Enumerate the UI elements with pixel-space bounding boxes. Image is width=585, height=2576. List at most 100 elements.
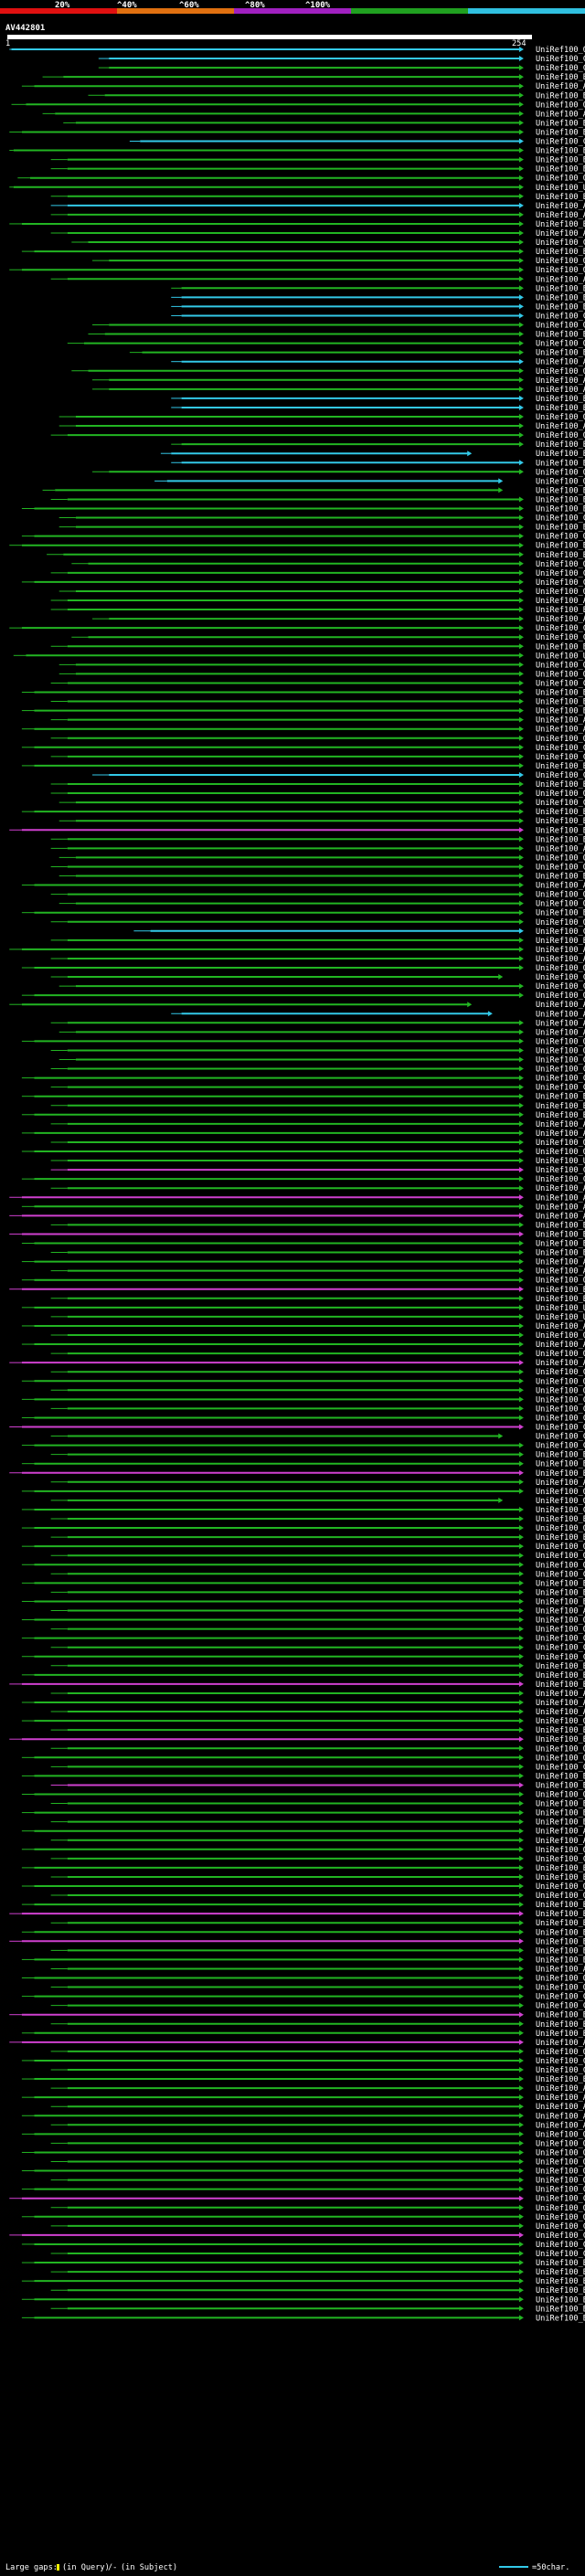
hit-row[interactable]: UniRef100_C5WE99 xyxy=(50,1433,585,1442)
hit-row[interactable]: UniRef100_B9SP83 xyxy=(21,707,585,716)
hit-row[interactable]: UniRef100_C5Z875 xyxy=(21,744,585,753)
hit-row[interactable]: UniRef100_C5YDY5 xyxy=(21,1993,585,2002)
hit-label[interactable]: UniRef100_C5WZF1 xyxy=(536,2066,585,2075)
hit-row[interactable]: UniRef100_B9IFV4 xyxy=(50,1588,585,1597)
hit-label[interactable]: UniRef100_C6T9V7 xyxy=(536,973,585,982)
hit-label[interactable]: UniRef100_Q8LD23 xyxy=(536,2139,585,2148)
hit-label[interactable]: UniRef100_C4J8U1 xyxy=(536,1075,585,1084)
hit-row[interactable]: UniRef100_C6T7Q2 xyxy=(21,2241,585,2250)
hit-row[interactable]: UniRef100_Q9LH73 xyxy=(21,1037,585,1046)
hit-label[interactable]: UniRef100_Q8VY93 xyxy=(536,2130,585,2139)
hit-row[interactable]: UniRef100_C6TEQ7 xyxy=(98,64,585,73)
hit-row[interactable]: UniRef100_B9I178 xyxy=(50,606,585,615)
hit-row[interactable]: UniRef100_A9TSL9 xyxy=(9,946,585,955)
hit-row[interactable]: UniRef100_Q0WP19 xyxy=(58,588,585,597)
hit-label[interactable]: UniRef100_B9N1N9 xyxy=(536,1662,585,1671)
hit-label[interactable]: UniRef100_B9HMY1 xyxy=(536,2268,585,2277)
hit-row[interactable]: UniRef100_C6TC15 xyxy=(9,624,585,633)
hit-row[interactable]: UniRef100_B9T2G0 xyxy=(50,642,585,652)
hit-row[interactable]: UniRef100_B9RDB9 xyxy=(50,193,585,202)
hit-row[interactable]: UniRef100_B9GQR7 xyxy=(58,873,585,882)
hit-label[interactable]: UniRef100_A7PQL0 xyxy=(536,211,585,220)
hit-label[interactable]: UniRef100_B4FV62 xyxy=(536,1469,585,1479)
hit-row[interactable]: UniRef100_Q94CH8-2 xyxy=(50,1552,585,1561)
hit-label[interactable]: UniRef100_C5YCC3 xyxy=(536,1653,585,1662)
hit-row[interactable]: UniRef100_B9EK94 xyxy=(50,1818,585,1828)
hit-label[interactable]: UniRef100_B9IFV4 xyxy=(536,1588,585,1597)
hit-row[interactable]: UniRef100_C6TFF1 xyxy=(21,1506,585,1515)
hit-label[interactable]: UniRef100_Q9FPN0 xyxy=(536,340,585,349)
hit-label[interactable]: UniRef100_Q6ZH89 xyxy=(536,413,585,422)
hit-row[interactable]: UniRef100_A7QU85 xyxy=(50,597,585,606)
hit-row[interactable]: UniRef100_A2Y5L3 xyxy=(50,1708,585,1717)
hit-row[interactable]: UniRef100_B4G0L0 xyxy=(50,2305,585,2314)
hit-label[interactable]: UniRef100_Q9LH73 xyxy=(536,1037,585,1046)
hit-label[interactable]: UniRef100_Q9FFQ6 xyxy=(536,257,585,266)
hit-label[interactable]: UniRef100_C0P8D7 xyxy=(536,753,585,762)
hit-label[interactable]: UniRef100_A7PUN6 xyxy=(536,1193,585,1203)
hit-label[interactable]: UniRef100_Q9FHW9 xyxy=(536,1488,585,1497)
hit-label[interactable]: UniRef100_B5BRX9 xyxy=(536,1873,585,1882)
hit-label[interactable]: UniRef100_B9RDB3 xyxy=(536,73,585,82)
hit-row[interactable]: UniRef100_C5XL78 xyxy=(9,2231,585,2241)
hit-row[interactable]: UniRef100_Q6ZH89 xyxy=(58,413,585,422)
hit-row[interactable]: UniRef100_Q5QLD0 xyxy=(21,1277,585,1286)
hit-label[interactable]: UniRef100_B9S9Y6 xyxy=(536,1579,585,1588)
hit-label[interactable]: UniRef100_A5BE56 xyxy=(536,229,585,239)
hit-row[interactable]: UniRef100_C5WPQ6 xyxy=(92,771,585,780)
hit-label[interactable]: UniRef100_C6TNU9 xyxy=(536,1395,585,1405)
hit-row[interactable]: UniRef100_B5BRX9 xyxy=(50,1873,585,1882)
hit-row[interactable]: UniRef100_B7FHU5 xyxy=(50,698,585,707)
hit-label[interactable]: UniRef100_Q9LJB4 xyxy=(536,266,585,275)
hit-label[interactable]: UniRef100_A2ZFS1 xyxy=(536,1359,585,1368)
hit-row[interactable]: UniRef100_C7IYH7 xyxy=(21,1635,585,1644)
hit-row[interactable]: UniRef100_B9S7H0 xyxy=(160,450,585,459)
hit-label[interactable]: UniRef100_C5WE99 xyxy=(536,1433,585,1442)
hit-label[interactable]: UniRef100_A9ZRJ7 xyxy=(536,2084,585,2094)
hit-row[interactable]: UniRef100_B9GR99 xyxy=(21,1864,585,1873)
hit-label[interactable]: UniRef100_C6T7Q2 xyxy=(536,2241,585,2250)
hit-label[interactable]: UniRef100_A9P062 xyxy=(536,376,585,386)
hit-label[interactable]: UniRef100_B7FHU5 xyxy=(536,698,585,707)
hit-label[interactable]: UniRef100_Q94CH8-2 xyxy=(536,1552,585,1561)
hit-label[interactable]: UniRef100_A7NSR7 xyxy=(536,615,585,624)
hit-row[interactable]: UniRef100_B9RM21 xyxy=(21,1901,585,1910)
hit-row[interactable]: UniRef100_Q9C648 xyxy=(50,2048,585,2057)
hit-label[interactable]: UniRef100_Q61R98 xyxy=(536,1626,585,1635)
hit-row[interactable]: UniRef100_C6T9V7 xyxy=(50,973,585,982)
hit-label[interactable]: UniRef100_A7PPP2 xyxy=(536,202,585,211)
hit-label[interactable]: UniRef100_Q9FT04 xyxy=(536,101,585,110)
hit-row[interactable]: UniRef100_B6TUV3 xyxy=(21,1928,585,1937)
hit-row[interactable]: UniRef100_B9GTS6 xyxy=(50,1451,585,1460)
hit-label[interactable]: UniRef100_Q9LZC5 xyxy=(536,322,585,331)
hit-row[interactable]: UniRef100_Q94CH8 xyxy=(21,1561,585,1570)
hit-label[interactable]: UniRef100_B4G0L0 xyxy=(536,2305,585,2314)
hit-row[interactable]: UniRef100_B9SS90 xyxy=(9,1230,585,1239)
hit-row[interactable]: UniRef100_B9I6L3 xyxy=(50,495,585,504)
hit-row[interactable]: UniRef100_Q2QZ35 xyxy=(50,2158,585,2168)
hit-row[interactable]: UniRef100_Q8W4X7 xyxy=(21,1846,585,1855)
hit-row[interactable]: UniRef100_Q9F1A1 xyxy=(50,1744,585,1754)
hit-row[interactable]: UniRef100_C6TLD3 xyxy=(50,1763,585,1772)
hit-label[interactable]: UniRef100_C0PHD7 xyxy=(536,1084,585,1093)
hit-row[interactable]: UniRef100_C5Z491 xyxy=(171,312,585,321)
hit-row[interactable]: UniRef100_B6U8C0 xyxy=(50,1102,585,1111)
hit-row[interactable]: UniRef100_A7PQL0 xyxy=(50,211,585,220)
hit-row[interactable]: UniRef100_Q2L913 xyxy=(21,991,585,1001)
hit-label[interactable]: UniRef100_Q6VU62 xyxy=(536,2213,585,2222)
hit-row[interactable]: UniRef100_B4FLN5 xyxy=(21,1111,585,1120)
hit-row[interactable]: UniRef100_C5MPL7 xyxy=(71,239,585,248)
hit-row[interactable]: UniRef100_A9ZRJ7 xyxy=(50,2084,585,2094)
hit-row[interactable]: UniRef100_Q2QE38 xyxy=(50,1331,585,1341)
hit-row[interactable]: UniRef100_B9HS11 xyxy=(21,505,585,514)
hit-row[interactable]: UniRef100_A7NSR8 xyxy=(21,1203,585,1212)
hit-row[interactable]: UniRef100_B9SQD5 xyxy=(42,486,585,495)
hit-label[interactable]: UniRef100_A7Q757 xyxy=(536,1120,585,1129)
hit-row[interactable]: UniRef100_B9HQ42 xyxy=(50,1515,585,1524)
hit-row[interactable]: UniRef100_C4J9B8 xyxy=(21,1442,585,1451)
hit-label[interactable]: UniRef100_A2ZFR9 xyxy=(536,1341,585,1350)
hit-label[interactable]: UniRef100_A2XBS3 xyxy=(536,1479,585,1488)
hit-label[interactable]: UniRef100_B8AJB3 xyxy=(536,2277,585,2286)
hit-label[interactable]: UniRef100_B9R634 xyxy=(536,2075,585,2084)
hit-row[interactable]: UniRef100_B9NHK9 xyxy=(50,1295,585,1304)
